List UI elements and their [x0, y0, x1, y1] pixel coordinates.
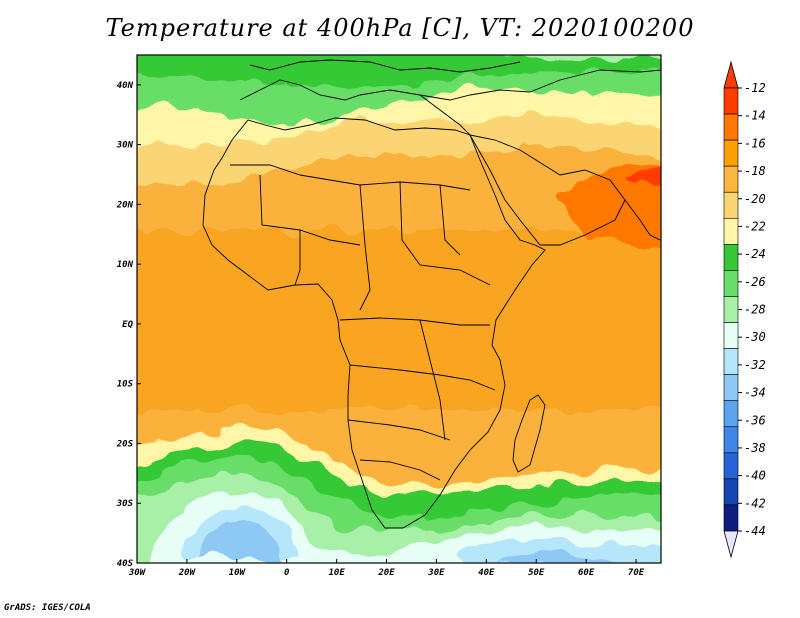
colorbar-label: -38 — [744, 441, 766, 455]
lat-tick-label: 40N — [117, 81, 134, 91]
lon-tick-label: 20E — [377, 568, 395, 578]
colorbar-swatch — [723, 374, 739, 402]
colorbar-label: -16 — [744, 136, 766, 150]
temperature-field — [137, 55, 661, 563]
colorbar-label: -40 — [744, 469, 766, 483]
lon-tick-label: 40E — [478, 568, 495, 578]
colorbar-label: -12 — [744, 81, 766, 95]
lon-tick-label: 10E — [328, 568, 345, 578]
colorbar-label: -36 — [744, 413, 766, 427]
lat-tick-label: 30S — [116, 499, 134, 509]
grads-credit: GrADS: IGES/COLA — [4, 603, 91, 613]
lon-tick-label: 50E — [528, 568, 545, 578]
lon-tick-label: 10W — [229, 568, 247, 578]
colorbar-top-arrow — [723, 60, 739, 89]
colorbar-swatch — [723, 296, 739, 323]
colorbar-swatch — [723, 504, 739, 532]
colorbar-swatch — [723, 87, 739, 115]
longitude-axis: 30W 20W 10W 0 10E 20E 30E 40E 50E 60E 70E — [128, 559, 645, 578]
colorbar-swatch — [723, 217, 739, 245]
colorbar-swatch — [723, 452, 739, 480]
lat-tick-label: 30N — [116, 141, 134, 151]
colorbar-swatch — [723, 400, 739, 428]
colorbar-swatch — [723, 426, 739, 454]
map-title: Temperature at 400hPa [C], VT: 202010020… — [105, 14, 695, 42]
lat-tick-label: 10S — [117, 380, 134, 390]
lat-tick-label: 40S — [117, 559, 134, 569]
coastlines — [202, 59, 661, 529]
colorbar-swatch — [723, 165, 739, 193]
colorbar-label: -42 — [744, 496, 766, 510]
plot-frame — [136, 54, 662, 564]
colorbar-label: -20 — [744, 192, 766, 206]
colorbar-swatch — [723, 139, 739, 167]
colorbar-label: -18 — [744, 164, 766, 178]
lon-tick-label: 0 — [284, 568, 290, 578]
colorbar-bottom-arrow — [723, 530, 739, 559]
lon-tick-label: 60E — [578, 568, 595, 578]
colorbar: -12 -14 -16 -18 -20 -22 -24 -26 -28 -30 -32 -34 -36 -… — [723, 60, 766, 559]
colorbar-label: -28 — [744, 303, 766, 317]
lat-tick-label: 20S — [116, 439, 134, 449]
colorbar-label: -14 — [744, 109, 766, 123]
colorbar-swatch — [723, 348, 739, 375]
colorbar-swatch — [723, 322, 739, 349]
lat-tick-label: EQ — [122, 320, 133, 330]
colorbar-label: -34 — [744, 386, 766, 400]
lon-tick-label: 30W — [128, 568, 147, 578]
colorbar-label: -26 — [744, 275, 766, 289]
colorbar-label: -24 — [744, 247, 766, 261]
colorbar-label: -32 — [744, 358, 766, 372]
latitude-axis: 40N 30N 20N 10N EQ 10S 20S 30S 40S — [116, 81, 141, 569]
lat-tick-label: 20N — [116, 200, 134, 210]
colorbar-label: -30 — [744, 330, 766, 344]
lon-tick-label: 20W — [178, 568, 197, 578]
lon-tick-label: 30E — [427, 568, 445, 578]
colorbar-swatch — [723, 270, 739, 297]
colorbar-swatch — [723, 113, 739, 141]
colorbar-label: -44 — [744, 524, 766, 538]
colorbar-swatch — [723, 244, 739, 271]
colorbar-swatch — [723, 478, 739, 506]
lat-tick-label: 10N — [117, 260, 134, 270]
lon-tick-label: 70E — [628, 568, 645, 578]
colorbar-label: -22 — [744, 219, 766, 233]
colorbar-swatch — [723, 191, 739, 219]
